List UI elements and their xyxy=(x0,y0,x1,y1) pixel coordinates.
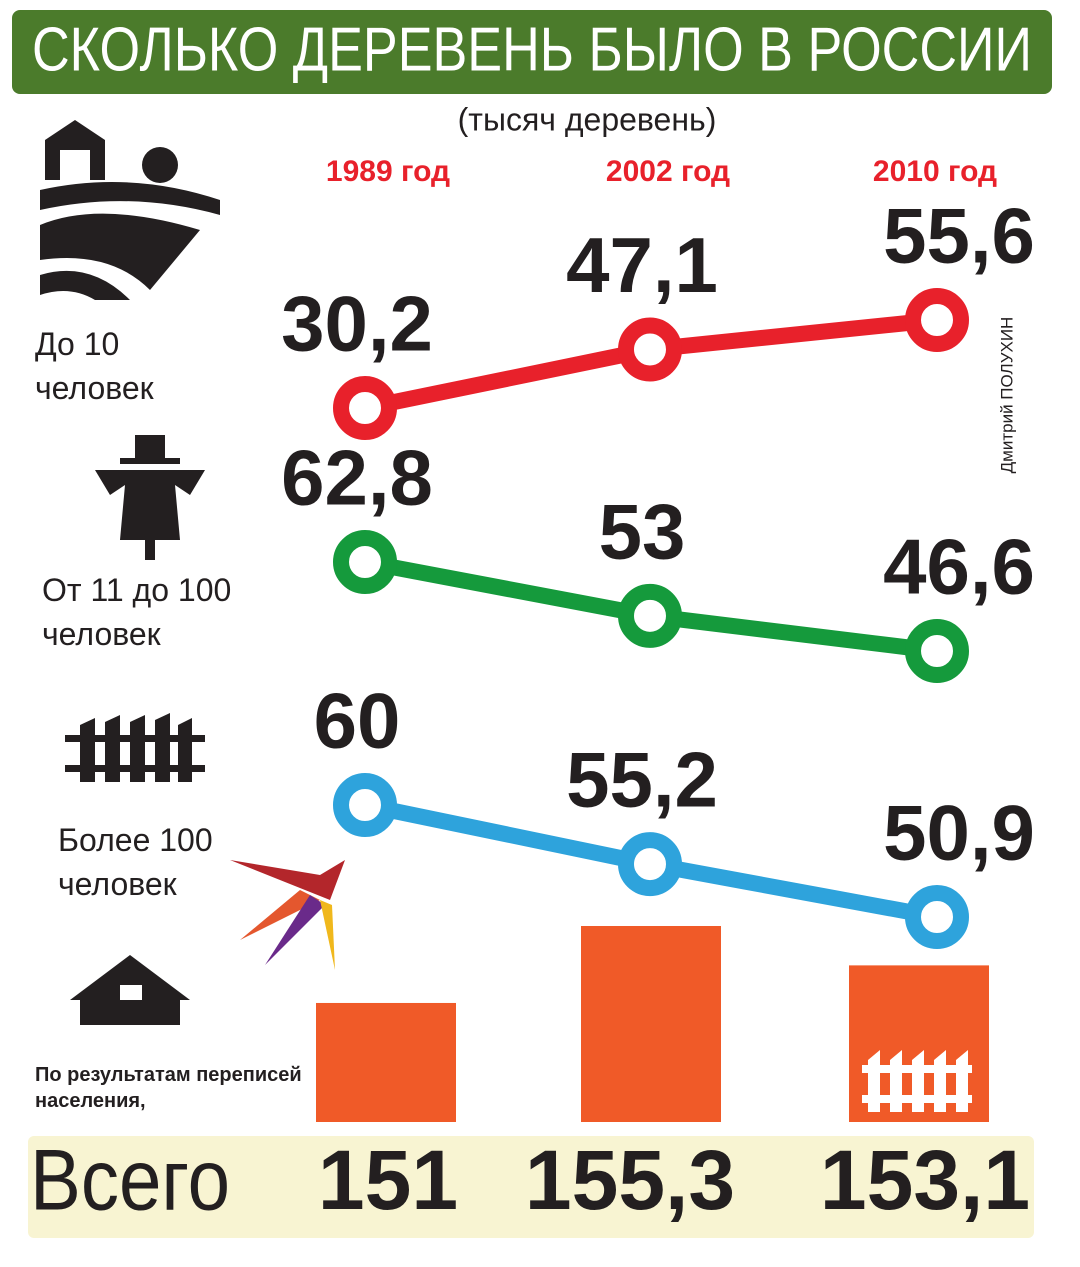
chart-title: СКОЛЬКО ДЕРЕВЕНЬ БЫЛО В РОССИИ xyxy=(32,15,1032,84)
credit: Дмитрий ПОЛУХИН xyxy=(997,317,1016,474)
house-icon xyxy=(70,955,190,1025)
data-point xyxy=(905,288,969,352)
value-label: 30,2 xyxy=(281,280,433,368)
value-label: 53 xyxy=(599,487,686,575)
value-label: 60 xyxy=(314,677,401,765)
fence-decoration xyxy=(862,1050,972,1112)
total-value: 153,1 xyxy=(820,1133,1030,1227)
totals-band xyxy=(28,1136,1034,1238)
farm-icon xyxy=(40,120,220,300)
annotation: По результатам переписей населения, xyxy=(35,1064,302,1112)
bar xyxy=(581,926,721,1122)
data-point xyxy=(618,832,682,897)
value-label: 55,2 xyxy=(566,736,718,824)
bird-icon xyxy=(230,860,345,970)
scarecrow-icon xyxy=(95,435,205,560)
value-label: 47,1 xyxy=(566,221,718,309)
legend-entry: До 10 человек xyxy=(35,326,154,406)
category-label: 2010 год xyxy=(873,155,997,188)
value-label: 46,6 xyxy=(883,523,1035,611)
total-label: Всего xyxy=(30,1133,230,1229)
value-label: 55,6 xyxy=(883,192,1035,280)
value-label: 62,8 xyxy=(281,434,433,522)
title-banner xyxy=(12,10,1052,94)
data-point xyxy=(618,317,682,382)
category-label: 1989 год xyxy=(326,155,450,188)
bar xyxy=(316,1002,456,1122)
chart-subtitle: (тысяч деревень) xyxy=(458,101,717,137)
legend-entry: Более 100 человек xyxy=(58,822,213,902)
total-value: 155,3 xyxy=(525,1133,735,1227)
data-point xyxy=(618,583,682,648)
total-value: 151 xyxy=(318,1133,458,1227)
data-point xyxy=(905,619,969,683)
value-label: 50,9 xyxy=(883,789,1035,877)
category-label: 2002 год xyxy=(606,155,730,188)
fence-icon xyxy=(65,713,205,782)
data-point xyxy=(333,376,397,440)
data-point xyxy=(333,530,397,594)
data-point xyxy=(905,885,969,949)
legend-entry: От 11 до 100 человек xyxy=(42,572,232,652)
data-point xyxy=(333,773,397,837)
